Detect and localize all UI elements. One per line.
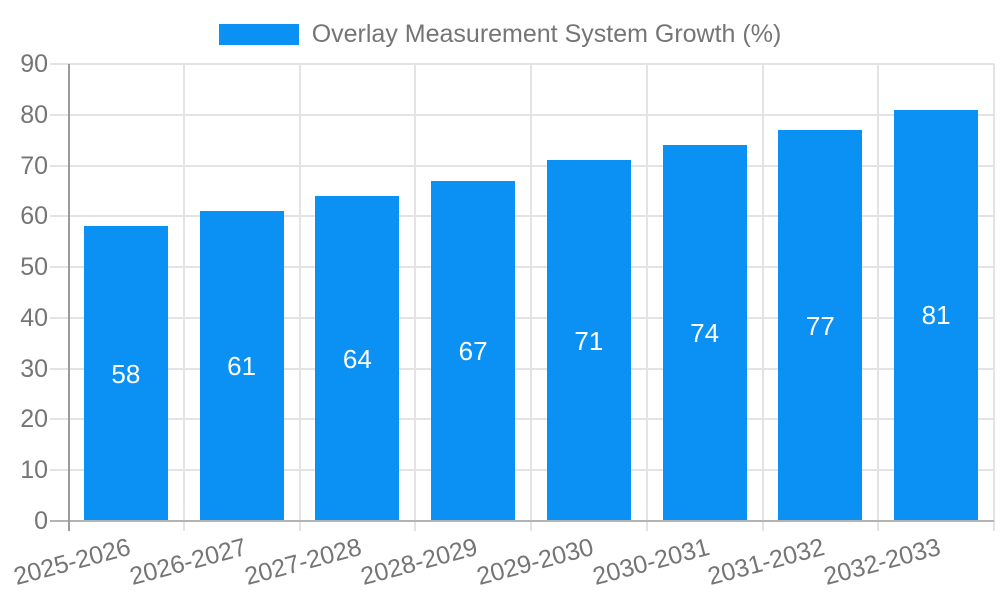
y-axis-tick-label: 80 <box>20 100 48 129</box>
y-axis-tick-label: 0 <box>34 507 48 535</box>
x-gridline <box>414 64 417 531</box>
plot-area: 58 61 64 67 71 74 77 81 <box>50 63 995 531</box>
bar-2025-2026[interactable] <box>83 226 168 521</box>
bar-2026-2027[interactable] <box>199 211 284 521</box>
bar-2032-2033[interactable] <box>894 109 979 521</box>
x-gridline <box>182 64 185 531</box>
y-gridline <box>50 113 994 116</box>
bar-2031-2032[interactable] <box>778 130 863 521</box>
y-axis-tick-label: 10 <box>20 456 48 485</box>
y-gridline <box>50 215 994 218</box>
y-gridline <box>50 367 994 370</box>
legend-label: Overlay Measurement System Growth (%) <box>311 20 782 48</box>
x-gridline <box>645 64 648 531</box>
y-gridline <box>50 316 994 319</box>
y-axis-tick-label: 70 <box>20 151 48 180</box>
bar-2028-2029[interactable] <box>431 180 516 521</box>
x-gridline <box>761 64 764 531</box>
y-gridline <box>50 164 994 167</box>
bar-2029-2030[interactable] <box>546 160 631 521</box>
x-gridline <box>298 64 301 531</box>
y-axis-tick-label: 90 <box>20 50 48 78</box>
y-axis-tick-label: 50 <box>20 253 48 282</box>
bar-2030-2031[interactable] <box>662 145 747 521</box>
y-axis-tick-label: 60 <box>20 202 48 231</box>
legend-swatch-icon <box>218 24 299 45</box>
y-gridline <box>50 469 994 472</box>
x-gridline <box>877 64 880 531</box>
x-gridline <box>993 64 995 531</box>
y-gridline <box>50 63 994 65</box>
y-axis-line <box>68 64 70 531</box>
y-axis-tick-label: 20 <box>20 405 48 434</box>
y-gridline <box>50 266 994 269</box>
x-axis-line <box>50 520 994 522</box>
legend[interactable]: Overlay Measurement System Growth (%) <box>0 20 1000 49</box>
y-axis-tick-label: 40 <box>20 303 48 332</box>
bar-2027-2028[interactable] <box>315 196 400 521</box>
y-gridline <box>50 418 994 421</box>
y-axis-tick-label: 30 <box>20 354 48 383</box>
x-gridline <box>530 64 532 531</box>
